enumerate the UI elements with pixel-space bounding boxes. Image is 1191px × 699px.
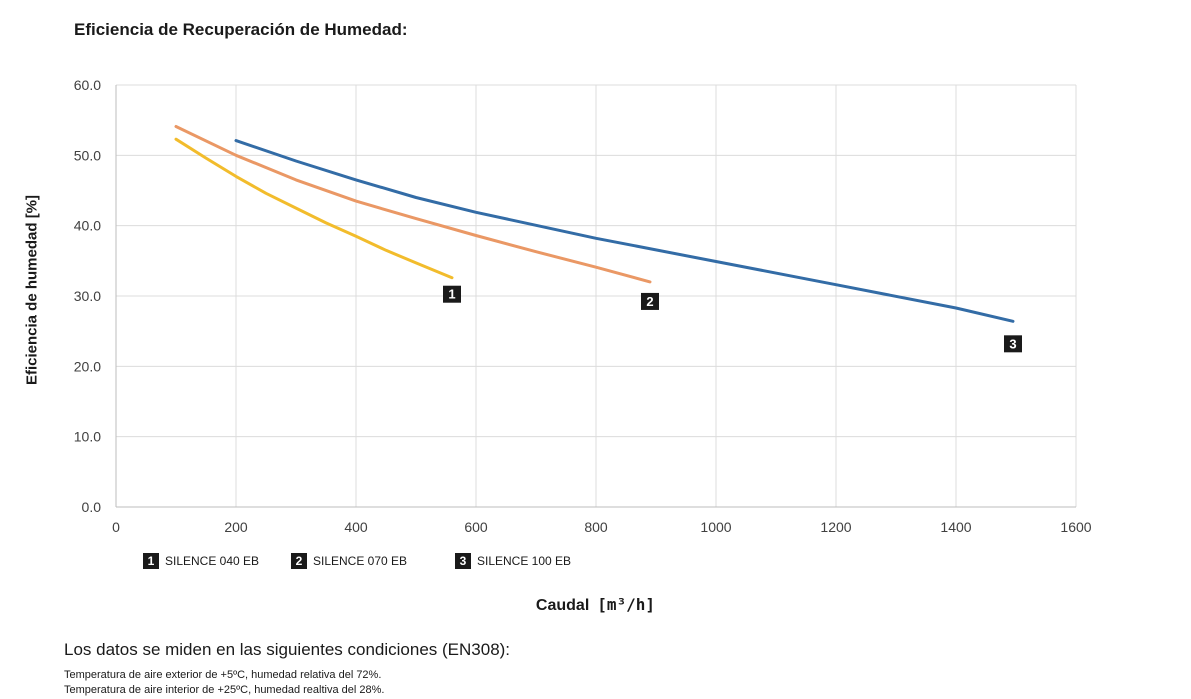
x-tick-label: 1200 bbox=[820, 519, 851, 535]
legend-item-1: 1 SILENCE 040 EB bbox=[143, 552, 259, 570]
series-line-2 bbox=[174, 125, 652, 284]
legend-badge-1: 1 bbox=[143, 553, 159, 569]
x-axis-title: Caudal bbox=[535, 597, 590, 614]
legend-item-3: 3 SILENCE 100 EB bbox=[455, 552, 571, 570]
y-tick-label: 60.0 bbox=[74, 77, 101, 93]
series-end-badge-label-1: 1 bbox=[448, 287, 455, 302]
x-tick-label: 1600 bbox=[1060, 519, 1091, 535]
series-end-badge-label-2: 2 bbox=[646, 294, 653, 309]
chart-title: Eficiencia de Recuperación de Humedad: bbox=[74, 20, 408, 39]
y-tick-label: 10.0 bbox=[74, 429, 101, 445]
y-tick-label: 50.0 bbox=[74, 147, 101, 163]
x-tick-label: 400 bbox=[344, 519, 368, 535]
x-tick-label: 0 bbox=[112, 519, 120, 535]
x-tick-label: 200 bbox=[224, 519, 248, 535]
x-tick-label: 1400 bbox=[940, 519, 971, 535]
series-end-badge-2 bbox=[641, 292, 659, 310]
series-end-badge-3 bbox=[1004, 335, 1022, 353]
x-axis-unit: [m³/h] bbox=[597, 595, 656, 614]
conditions-title: Los datos se miden en las siguientes con… bbox=[64, 640, 511, 659]
legend-label-1: SILENCE 040 EB bbox=[165, 554, 260, 568]
x-tick-label: 800 bbox=[584, 519, 608, 535]
legend-badge-2: 2 bbox=[291, 553, 307, 569]
series-end-badge-label-3: 3 bbox=[1009, 336, 1016, 351]
legend-item-2: 2 SILENCE 070 EB bbox=[291, 552, 407, 570]
series-line-3 bbox=[234, 139, 1015, 323]
condition-note-2: Temperatura de aire interior de +25ºC, h… bbox=[64, 684, 385, 696]
y-tick-label: 20.0 bbox=[74, 358, 101, 374]
y-tick-label: 30.0 bbox=[74, 288, 101, 304]
legend-label-3: SILENCE 100 EB bbox=[477, 554, 572, 568]
series-end-badge-1 bbox=[443, 285, 461, 303]
legend-label-2: SILENCE 070 EB bbox=[313, 554, 408, 568]
x-tick-label: 1000 bbox=[700, 519, 731, 535]
line-chart: 0.0 10.0 20.0 30.0 40.0 50.0 60.0 0 200 400 600 800… bbox=[74, 77, 1092, 535]
condition-note-1: Temperatura de aire exterior de +5ºC, hu… bbox=[64, 669, 382, 681]
y-tick-label: 0.0 bbox=[82, 499, 102, 515]
legend-badge-3: 3 bbox=[455, 553, 471, 569]
y-tick-label: 40.0 bbox=[74, 218, 101, 234]
series-line-1 bbox=[174, 137, 454, 280]
x-axis-label: Caudal [m³/h] bbox=[0, 595, 1191, 615]
x-tick-label: 600 bbox=[464, 519, 488, 535]
